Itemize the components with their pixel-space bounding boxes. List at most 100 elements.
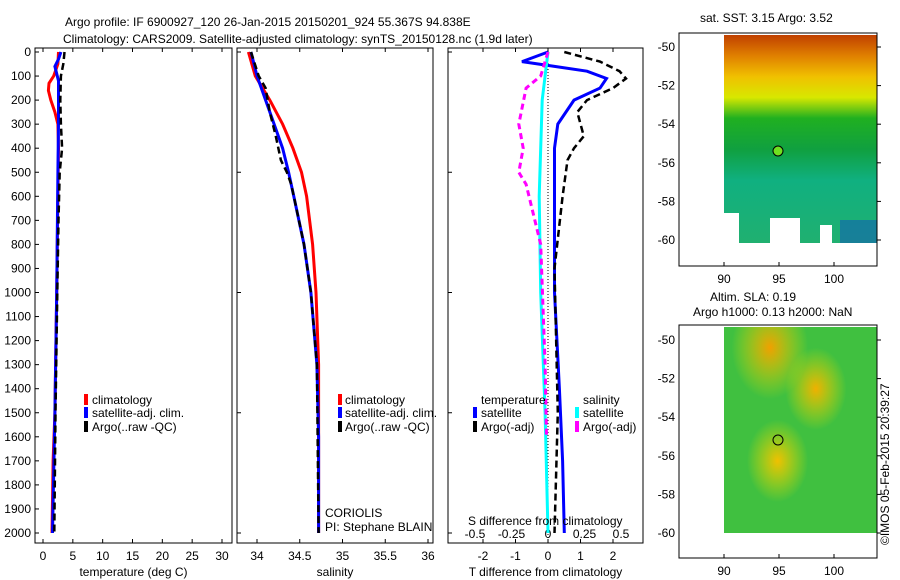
map-x-tick-label: 90 <box>717 272 731 286</box>
sla-map-subtitle: Argo h1000: 0.13 h2000: NaN <box>693 305 852 319</box>
y-tick-label: 1000 <box>4 286 31 300</box>
x-tick-label: -1 <box>510 549 521 563</box>
sst-missing-data <box>724 213 739 243</box>
legend-swatch-climatology <box>84 394 88 405</box>
x-tick-label: 1 <box>577 549 584 563</box>
map-y-tick-label: -56 <box>658 449 676 463</box>
sla-map-axes <box>678 324 878 559</box>
x-axis-label: temperature (deg C) <box>79 565 187 579</box>
x-tick-label: 34 <box>250 549 264 563</box>
x2-tick-label: -0.5 <box>465 527 486 541</box>
legend-swatch-s-satellite <box>575 407 579 418</box>
map-y-tick-label: -58 <box>658 487 676 501</box>
y-tick-label: 300 <box>11 117 31 131</box>
sst-map-axes <box>678 32 878 267</box>
legend-label: satellite <box>583 406 624 420</box>
y-tick-label: 700 <box>11 213 31 227</box>
x-tick-label: 36 <box>421 549 435 563</box>
y-tick-label: 1100 <box>5 310 31 324</box>
map-y-tick-label: -50 <box>658 40 676 54</box>
sla-map-title: Altim. SLA: 0.19 <box>710 290 796 304</box>
series-line-satellite-adj-clim- <box>249 51 321 533</box>
legend-swatch-satellite <box>338 407 342 418</box>
legend-swatch-argo <box>338 421 342 432</box>
sst-cold-patch <box>840 220 877 243</box>
x2-tick-label: 0.25 <box>573 527 597 541</box>
sla-high-patch <box>724 327 877 533</box>
y-tick-label: 400 <box>11 141 31 155</box>
argo-location-marker <box>772 145 784 157</box>
sst-map: sat. SST: 3.15 Argo: 3.52 90 95 100 -50 -52 -… <box>658 11 881 286</box>
legend-label: satellite-adj. clim. <box>345 406 437 420</box>
map-y-tick-label: -54 <box>658 117 676 131</box>
map-y-tick-label: -58 <box>658 194 676 208</box>
sla-map: Altim. SLA: 0.19 Argo h1000: 0.13 h2000:… <box>658 290 881 578</box>
x2-tick-label: 0.5 <box>613 527 630 541</box>
legend-label: satellite-adj. clim. <box>92 406 184 420</box>
x-axis-label: salinity <box>317 565 354 579</box>
panel-salinity: 34 34.5 35 35.5 36 salinity <box>236 47 435 579</box>
sst-missing-data <box>820 225 832 243</box>
y-tick-label: 900 <box>11 261 31 275</box>
y-tick-label: 1900 <box>4 502 31 516</box>
x-tick-label: 0 <box>545 549 552 563</box>
map-y-tick-label: -60 <box>658 526 676 540</box>
legend-label: Argo(..raw -QC) <box>345 420 430 434</box>
legend-swatch-t-satellite <box>473 407 477 418</box>
legend-swatch-t-argo <box>473 421 477 432</box>
sst-map-title: sat. SST: 3.15 Argo: 3.52 <box>700 11 833 25</box>
map-x-tick-label: 95 <box>772 564 786 578</box>
series-line-t-argo-adj- <box>553 50 628 534</box>
sst-field <box>724 35 877 243</box>
legend-swatch-argo <box>84 421 88 432</box>
map-x-tick-label: 100 <box>824 272 844 286</box>
y-tick-label: 800 <box>11 237 31 251</box>
map-x-tick-label: 95 <box>772 272 786 286</box>
legend-label: satellite <box>481 406 522 420</box>
credit-label: ©IMOS 05-Feb-2015 20:39:27 <box>878 383 892 545</box>
x-tick-label: 10 <box>96 549 110 563</box>
map-y-tick-label: -54 <box>658 410 676 424</box>
map-x-tick-label: 90 <box>717 564 731 578</box>
map-y-tick-label: -56 <box>658 156 676 170</box>
series-line-s-argo-adj- <box>517 51 550 437</box>
title-line-1: Argo profile: IF 6900927_120 26-Jan-2015… <box>65 15 471 29</box>
y-tick-label: 1700 <box>4 454 31 468</box>
legend-label: Argo(-adj) <box>583 420 636 434</box>
x-tick-label: 34.5 <box>288 549 312 563</box>
title-line-2: Climatology: CARS2009. Satellite-adjuste… <box>63 32 533 46</box>
panel-differences: -2 -1 0 1 2 T difference from climatology -0.5… <box>447 47 644 579</box>
argo-location-marker <box>772 434 784 446</box>
axes-box <box>34 47 233 544</box>
y-tick-label: 1300 <box>4 358 31 372</box>
legend-salinity: climatology satellite-adj. clim. Argo(..… <box>325 393 437 534</box>
y-tick-label: 1400 <box>4 382 31 396</box>
series-line-climatology <box>246 51 321 533</box>
series-line-argo-raw-qc- <box>249 51 320 534</box>
legend-swatch-s-argo <box>575 421 579 432</box>
y-tick-label: 1200 <box>4 334 31 348</box>
map-y-tick-label: -52 <box>658 372 676 386</box>
y-tick-label: 600 <box>11 189 31 203</box>
map-y-tick-label: -52 <box>658 79 676 93</box>
y-tick-label: 2000 <box>4 526 31 540</box>
x-axis-label: T difference from climatology <box>469 565 623 579</box>
y-tick-label: 1800 <box>4 478 31 492</box>
map-y-tick-label: -50 <box>658 333 676 347</box>
series-line-argo-raw-qc- <box>53 51 66 534</box>
series-line-t-satellite <box>521 50 609 534</box>
legend-label: climatology <box>345 393 405 407</box>
y-tick-label: 0 <box>24 45 31 59</box>
axes-box <box>236 47 434 544</box>
pi-label: PI: Stephane BLAIN <box>325 520 432 534</box>
legend-label: Argo(..raw -QC) <box>92 420 177 434</box>
source-label: CORIOLIS <box>325 506 382 520</box>
legend-differences: temperature satellite Argo(-adj) salinit… <box>468 393 636 528</box>
legend-label: Argo(-adj) <box>481 420 534 434</box>
x-tick-label: 30 <box>215 549 229 563</box>
legend-title-salinity: salinity <box>583 393 620 407</box>
y-tick-label: 100 <box>11 69 31 83</box>
x-tick-label: 15 <box>126 549 140 563</box>
